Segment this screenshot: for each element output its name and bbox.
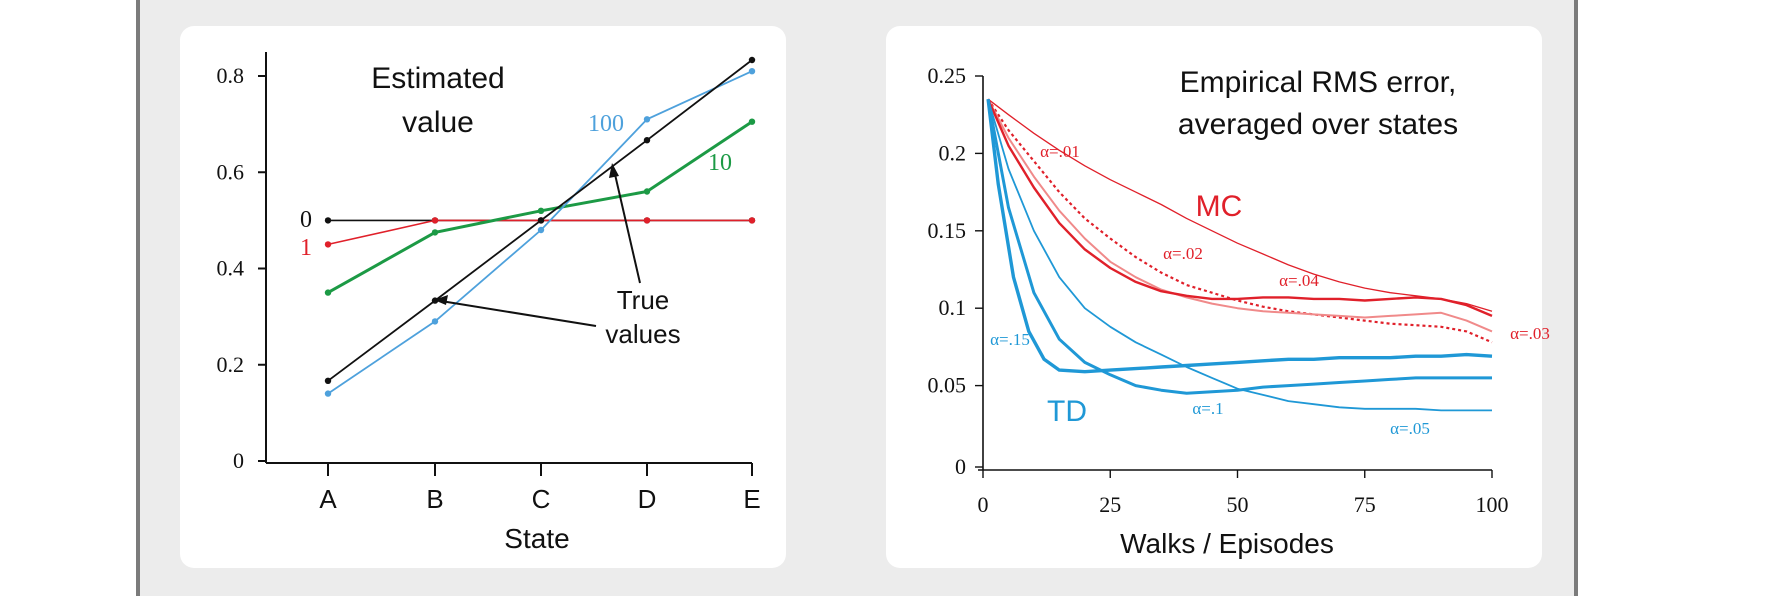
right-y-tick-label: 0.2 [939, 140, 967, 165]
left-chart-title-line2: value [402, 106, 474, 139]
series-label-1: 1 [300, 235, 312, 261]
series-point-1-3 [643, 217, 651, 224]
series-point-4-3 [643, 137, 651, 144]
right-x-tick-label: 0 [978, 492, 989, 517]
rms-series-line-1 [987, 98, 1493, 344]
series-point-3-3 [643, 116, 651, 123]
alpha-label-td-1: α=.1 [1192, 399, 1223, 418]
series-point-4-0 [324, 377, 332, 384]
mc-group-label: MC [1196, 190, 1243, 223]
left-y-tick-label: 0 [233, 448, 244, 473]
td-group-label: TD [1047, 395, 1087, 428]
right-chart-lines [986, 98, 1493, 412]
series-point-4-1 [431, 297, 439, 304]
series-point-2-0 [324, 289, 332, 296]
series-point-4-4 [748, 56, 756, 64]
true-values-arrows [434, 163, 641, 327]
series-point-3-0 [324, 390, 332, 397]
series-point-4-2 [537, 217, 545, 224]
rms-series-line-5 [986, 98, 1492, 395]
series-point-0-0 [324, 217, 332, 224]
right-y-tick-label: 0.15 [928, 218, 967, 243]
series-point-2-1 [431, 229, 439, 236]
series-point-1-4 [748, 217, 756, 224]
left-y-tick-label: 0.4 [217, 256, 245, 281]
right-panel-card [886, 26, 1542, 568]
rms-error-chart: 0 0.05 0.1 0.15 0.2 0.25 0 25 50 75 100 Empirical … [928, 63, 1550, 559]
rms-series-line-3 [987, 98, 1493, 318]
alpha-label-mc-01: α=.01 [1040, 142, 1080, 161]
series-point-1-1 [431, 217, 439, 224]
arrow-head-line [609, 163, 619, 178]
right-chart-title-line2: averaged over states [1178, 108, 1458, 141]
estimated-value-chart: 0 0.2 0.4 0.6 0.8 A B C D E Estimated value State… [217, 52, 761, 554]
arrow-to-line [613, 169, 641, 284]
true-values-label-line1: True [617, 285, 670, 315]
series-point-2-3 [643, 188, 651, 195]
series-point-3-2 [537, 226, 545, 234]
arrow-to-b [440, 300, 597, 327]
series-point-3-4 [748, 68, 756, 75]
arrow-head-b [434, 295, 448, 305]
right-x-tick-label: 25 [1099, 492, 1121, 517]
right-y-tick-label: 0.05 [928, 373, 967, 398]
right-chart-title-line1: Empirical RMS error, [1180, 66, 1457, 99]
left-panel-card [180, 26, 786, 568]
left-x-tick-label: A [319, 484, 337, 514]
left-x-tick-label: B [426, 484, 443, 514]
true-values-label-line2: values [605, 319, 680, 349]
alpha-label-td-15: α=.15 [990, 330, 1030, 349]
left-chart-xlabel: State [504, 523, 569, 554]
rms-series-line-0 [987, 98, 1493, 312]
left-x-tick-label: D [638, 484, 657, 514]
right-y-tick-label: 0.1 [939, 295, 967, 320]
alpha-label-mc-03: α=.03 [1510, 324, 1550, 343]
series-point-2-2 [537, 207, 545, 214]
left-chart-points [324, 56, 756, 397]
alpha-label-mc-02: α=.02 [1163, 244, 1203, 263]
right-x-tick-label: 100 [1476, 492, 1509, 517]
left-chart-title-line1: Estimated [371, 62, 504, 95]
left-y-tick-label: 0.2 [217, 352, 245, 377]
series-point-2-4 [748, 118, 756, 125]
alpha-label-td-05: α=.05 [1390, 419, 1430, 438]
rms-series-line-2 [987, 98, 1493, 333]
right-x-tick-label: 50 [1227, 492, 1249, 517]
left-y-tick-label: 0.8 [217, 63, 245, 88]
left-y-tick-label: 0.6 [217, 159, 245, 184]
series-point-3-1 [431, 318, 439, 325]
series-point-1-0 [324, 241, 332, 248]
right-y-tick-label: 0.25 [928, 63, 967, 88]
right-chart-xlabel: Walks / Episodes [1120, 528, 1334, 559]
series-label-100: 100 [588, 111, 624, 137]
alpha-label-mc-04: α=.04 [1279, 271, 1319, 290]
left-chart-axes: 0 0.2 0.4 0.6 0.8 A B C D E [217, 52, 761, 514]
left-x-tick-label: E [743, 484, 760, 514]
rms-series-line-6 [986, 98, 1493, 374]
series-label-0: 0 [300, 207, 312, 233]
left-x-tick-label: C [532, 484, 551, 514]
right-y-tick-label: 0 [955, 454, 966, 479]
right-x-tick-label: 75 [1354, 492, 1376, 517]
series-label-10: 10 [708, 150, 732, 176]
right-chart-axes: 0 0.05 0.1 0.15 0.2 0.25 0 25 50 75 100 [928, 63, 1509, 517]
